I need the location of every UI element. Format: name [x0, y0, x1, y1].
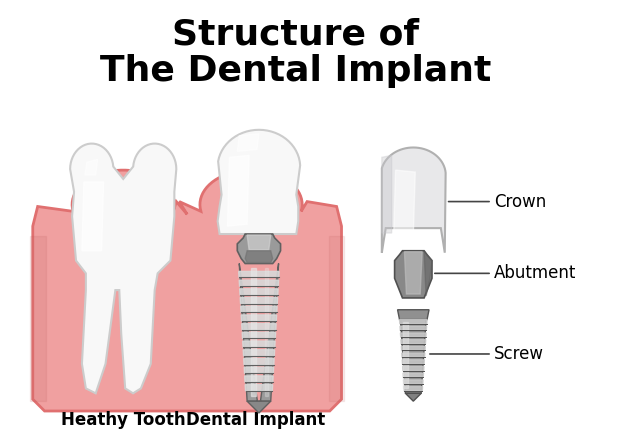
Polygon shape	[404, 380, 423, 384]
Polygon shape	[382, 147, 446, 253]
Polygon shape	[398, 310, 429, 320]
Polygon shape	[406, 393, 421, 401]
Polygon shape	[394, 251, 432, 298]
Polygon shape	[243, 341, 275, 347]
Polygon shape	[240, 289, 278, 295]
Polygon shape	[401, 340, 426, 344]
Polygon shape	[245, 384, 273, 391]
Text: Structure of: Structure of	[172, 18, 419, 52]
Polygon shape	[403, 366, 424, 371]
Polygon shape	[33, 170, 342, 411]
Polygon shape	[237, 234, 280, 264]
Polygon shape	[82, 182, 103, 251]
Polygon shape	[239, 264, 279, 413]
Polygon shape	[251, 268, 256, 396]
Text: Dental Implant: Dental Implant	[187, 411, 326, 429]
Polygon shape	[244, 359, 274, 365]
Polygon shape	[329, 236, 344, 401]
Polygon shape	[403, 360, 424, 364]
Polygon shape	[394, 170, 415, 236]
Text: The Dental Implant: The Dental Implant	[100, 54, 491, 88]
Polygon shape	[265, 268, 268, 396]
Polygon shape	[400, 326, 426, 330]
Polygon shape	[239, 271, 279, 277]
Polygon shape	[401, 320, 426, 393]
Text: Screw: Screw	[494, 345, 544, 363]
Polygon shape	[247, 235, 270, 250]
Polygon shape	[239, 280, 279, 286]
Polygon shape	[399, 320, 427, 324]
Polygon shape	[244, 367, 274, 373]
Polygon shape	[402, 353, 425, 357]
Polygon shape	[247, 401, 270, 413]
Text: Crown: Crown	[494, 193, 546, 210]
Polygon shape	[401, 346, 425, 350]
Polygon shape	[240, 298, 277, 304]
Polygon shape	[70, 143, 177, 393]
Polygon shape	[227, 156, 249, 226]
Text: Heathy Tooth: Heathy Tooth	[61, 411, 185, 429]
Polygon shape	[245, 376, 273, 382]
Polygon shape	[404, 387, 423, 391]
Polygon shape	[85, 159, 98, 175]
Polygon shape	[245, 251, 273, 263]
Polygon shape	[404, 252, 422, 294]
Polygon shape	[401, 333, 426, 337]
Polygon shape	[30, 236, 46, 401]
Polygon shape	[424, 252, 432, 296]
Polygon shape	[403, 373, 423, 377]
Polygon shape	[242, 324, 276, 330]
Polygon shape	[243, 350, 275, 356]
Polygon shape	[242, 332, 275, 338]
Polygon shape	[218, 130, 300, 234]
Polygon shape	[404, 321, 408, 388]
Text: Abutment: Abutment	[494, 264, 577, 283]
Polygon shape	[237, 134, 259, 152]
Polygon shape	[382, 156, 392, 233]
Polygon shape	[241, 315, 277, 321]
Polygon shape	[241, 306, 277, 312]
